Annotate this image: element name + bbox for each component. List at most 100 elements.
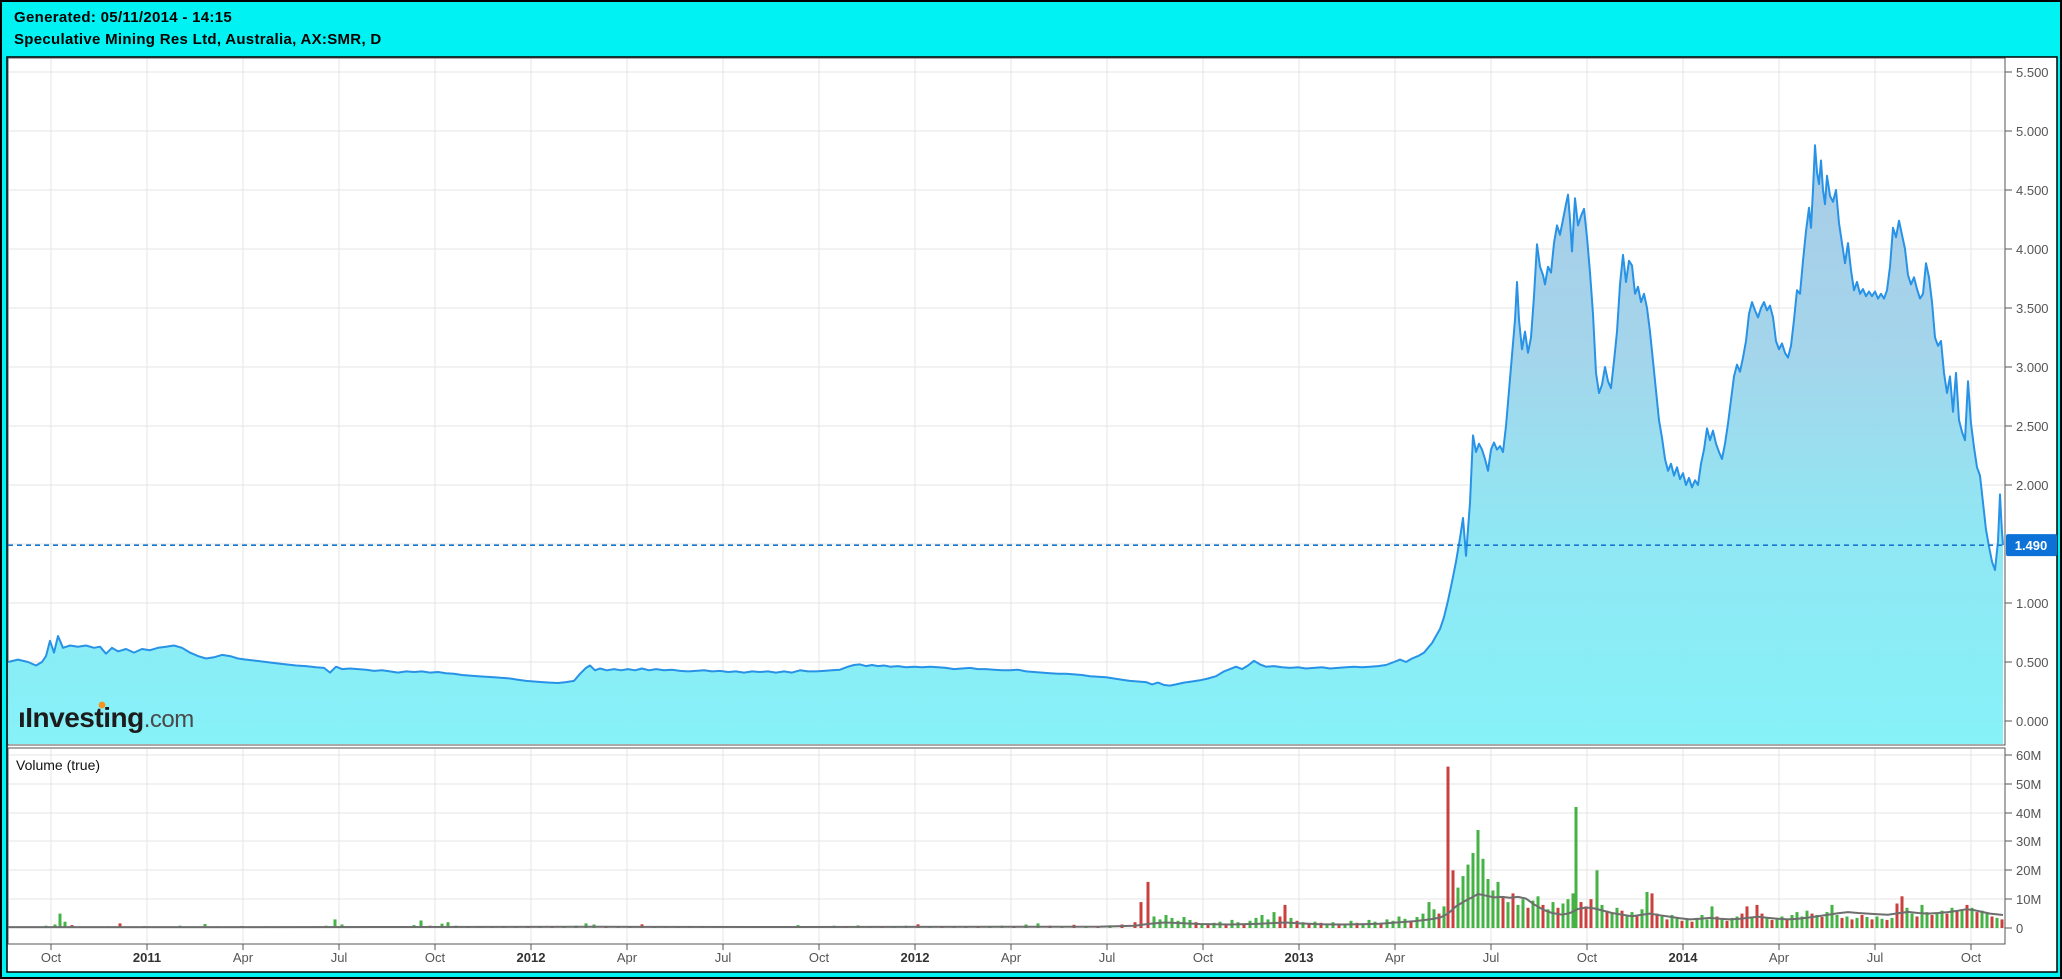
volume-axis-label: 10M (2016, 892, 2041, 907)
volume-bar (1605, 910, 1609, 928)
volume-bar (1451, 870, 1455, 928)
volume-pane[interactable] (7, 747, 2006, 945)
volume-bar (1950, 907, 1954, 928)
volume-bar (1985, 913, 1989, 928)
volume-bar (1541, 904, 1545, 928)
volume-bar (1810, 913, 1814, 928)
volume-bar (1283, 904, 1287, 928)
volume-bar (1835, 915, 1839, 928)
last-price-tag: 1.490 (2006, 534, 2057, 557)
x-axis-label: 2012 (901, 950, 930, 965)
price-axis-label: 0.500 (2016, 655, 2049, 670)
volume-bar (584, 923, 588, 928)
volume-bar (1471, 853, 1475, 928)
x-axis-label: Oct (809, 950, 830, 965)
volume-bar (1536, 896, 1540, 928)
volume-pane-background[interactable] (7, 747, 2006, 945)
volume-bar (1224, 923, 1228, 928)
volume-bar (1800, 916, 1804, 928)
volume-bar (446, 922, 450, 928)
volume-bar (1355, 922, 1359, 928)
volume-bar (1765, 917, 1769, 928)
volume-bar (1970, 907, 1974, 928)
x-axis-label: Jul (1483, 950, 1500, 965)
volume-bar (1307, 923, 1311, 928)
header-instrument-line: Speculative Mining Res Ltd, Australia, A… (14, 31, 382, 48)
volume-bar (1272, 912, 1276, 928)
volume-bar (1645, 892, 1649, 928)
volume-axis-label: 30M (2016, 834, 2041, 849)
volume-bar (1795, 912, 1799, 928)
price-axis-label: 2.000 (2016, 478, 2049, 493)
volume-axis-label: 60M (2016, 748, 2041, 763)
volume-bar (1635, 916, 1639, 928)
volume-bar (1640, 909, 1644, 928)
volume-bar (1546, 909, 1550, 928)
volume-bar (1820, 917, 1824, 928)
volume-bar (1379, 922, 1383, 928)
volume-bar (1930, 915, 1934, 928)
volume-bar (1501, 896, 1505, 928)
volume-bar (1526, 907, 1530, 928)
x-axis-label: 2013 (1285, 950, 1314, 965)
volume-bar (1865, 917, 1869, 928)
volume-bar (63, 921, 67, 928)
volume-bar (1361, 923, 1365, 928)
volume-bar (1260, 915, 1264, 928)
volume-bar (1785, 919, 1789, 928)
x-axis-label: 2012 (517, 950, 546, 965)
price-axis-label: 3.000 (2016, 360, 2049, 375)
x-axis-label: Oct (1193, 950, 1214, 965)
price-pane[interactable] (7, 57, 2006, 746)
header-generated-line: Generated: 05/11/2014 - 14:15 (14, 9, 232, 26)
volume-bar (1152, 916, 1156, 928)
x-axis-label: 2011 (133, 950, 161, 965)
volume-bar (1915, 916, 1919, 928)
volume-bar (1491, 890, 1495, 928)
volume-bar (1720, 919, 1724, 928)
x-axis-label: Apr (1001, 950, 1022, 965)
volume-bar (1579, 902, 1583, 928)
volume-bar (1600, 904, 1604, 928)
volume-bar (1730, 917, 1734, 928)
volume-bar (1830, 904, 1834, 928)
last-price-tag-value: 1.490 (2015, 538, 2048, 553)
logo-orange-dot-icon (98, 701, 106, 709)
volume-bar (1486, 879, 1490, 928)
volume-bar (1925, 912, 1929, 928)
x-axis-label: Jul (1867, 950, 1884, 965)
volume-bar (1630, 912, 1634, 928)
volume-bar (118, 923, 122, 928)
x-axis-label: 2014 (1669, 950, 1699, 965)
volume-bar (1403, 918, 1407, 928)
volume-bar (1476, 830, 1480, 928)
volume-pane-label: Volume (true) (16, 757, 100, 773)
volume-bar (1660, 916, 1664, 928)
volume-bar (1850, 919, 1854, 928)
volume-bar (1725, 920, 1729, 928)
volume-bar (1415, 917, 1419, 928)
volume-bar (1391, 920, 1395, 928)
volume-bar (1880, 918, 1884, 928)
x-axis-label: Apr (233, 950, 254, 965)
volume-bar (1945, 913, 1949, 928)
volume-bar (1980, 910, 1984, 928)
volume-bar (1805, 910, 1809, 928)
volume-bar (1442, 906, 1446, 928)
volume-bar (1670, 915, 1674, 928)
volume-bar (1437, 913, 1441, 928)
volume-bar (1740, 913, 1744, 928)
volume-bar (1955, 910, 1959, 928)
volume-bar (1343, 924, 1347, 928)
volume-bar (1200, 923, 1204, 928)
volume-bar (1655, 913, 1659, 928)
volume-bar (1815, 915, 1819, 928)
volume-bar (1680, 920, 1684, 928)
volume-bar (1965, 904, 1969, 928)
volume-bar (1905, 907, 1909, 928)
x-axis-label: Jul (715, 950, 732, 965)
volume-bar (1212, 922, 1216, 928)
investing-logo: ıInvesting.com (18, 701, 194, 733)
volume-bar (1735, 916, 1739, 928)
volume-bar (1790, 915, 1794, 928)
